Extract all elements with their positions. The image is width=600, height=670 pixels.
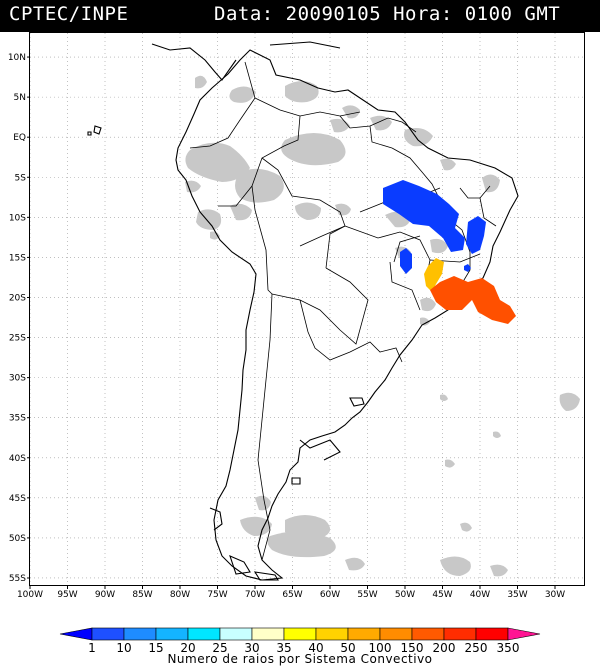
colorbar-left-arrow xyxy=(59,627,93,641)
header-bar: CPTEC/INPE Data: 20090105 Hora: 0100 GMT xyxy=(0,0,600,32)
country-borders xyxy=(189,61,497,561)
south-america-coast xyxy=(175,49,519,581)
colorbar-cell xyxy=(251,627,285,641)
colorbar-tick-label: 100 xyxy=(369,641,392,652)
lat-tick-label: 30S xyxy=(9,374,26,384)
lat-tick-label: 5S xyxy=(15,173,27,183)
colorbar-cell xyxy=(155,627,189,641)
lat-tick-label: 50S xyxy=(9,534,26,544)
lat-tick-label: 5N xyxy=(14,93,26,103)
colorbar-tick-label: 40 xyxy=(308,641,323,652)
cluster-blue-east xyxy=(466,216,486,254)
colorbar-right-arrow xyxy=(507,627,541,641)
lon-tick-label: 100W xyxy=(17,590,43,600)
colorbar-tick-label: 200 xyxy=(433,641,456,652)
cluster-yellow xyxy=(424,258,444,292)
latitude-labels: 10N 5N EQ 5S 10S 15S 20S 25S 30S 35S 40S 45S 50S 55S xyxy=(8,53,30,584)
cluster-orange xyxy=(430,276,516,324)
lat-tick-label: 40S xyxy=(9,454,26,464)
lightning-clusters xyxy=(383,180,516,324)
colorbar-tick-label: 350 xyxy=(497,641,520,652)
lat-tick-label: EQ xyxy=(13,133,26,143)
map-canvas: 10N5NEQ5S10S15S20S25S30S35S40S45S50S55S … xyxy=(0,32,600,600)
lat-tick-label: 10N xyxy=(8,53,26,63)
lat-tick-label: 55S xyxy=(9,574,26,584)
cluster-blue-west xyxy=(400,248,412,274)
coastlines xyxy=(87,41,519,581)
colorbar-cell xyxy=(411,627,445,641)
colorbar-tick-label: 15 xyxy=(148,641,163,652)
cloud-field xyxy=(185,75,580,577)
lon-tick-label: 30W xyxy=(545,590,565,600)
colorbar-cell xyxy=(123,627,157,641)
lon-tick-label: 85W xyxy=(132,590,152,600)
lon-tick-label: 95W xyxy=(57,590,77,600)
lon-tick-label: 50W xyxy=(395,590,415,600)
lon-tick-label: 60W xyxy=(320,590,340,600)
lon-tick-label: 75W xyxy=(207,590,227,600)
lat-tick-label: 10S xyxy=(9,213,26,223)
lon-tick-label: 65W xyxy=(282,590,302,600)
map-panel: 10N 5N EQ 5S 10S 15S 20S 25S 30S 35S 40S 45S 50S 55S … xyxy=(0,32,600,600)
colorbar-cell xyxy=(475,627,509,641)
longitude-labels: 100W 95W 90W 85W 80W 75W 70W 65W 60W 55W 50W 45W 40W… xyxy=(17,586,565,600)
lon-tick-label: 80W xyxy=(170,590,190,600)
colorbar-cell xyxy=(347,627,381,641)
colorbar-tick-label: 10 xyxy=(116,641,131,652)
lon-tick-label: 70W xyxy=(245,590,265,600)
lon-tick-label: 35W xyxy=(507,590,527,600)
cluster-blue-north xyxy=(383,180,465,252)
colorbar-tick-label: 250 xyxy=(465,641,488,652)
colorbar-tick-label: 50 xyxy=(340,641,355,652)
colorbar-cell xyxy=(283,627,317,641)
lat-lon-grid xyxy=(29,33,585,586)
colorbar-tick-label: 1 xyxy=(88,641,96,652)
colorbar-tick-label: 25 xyxy=(212,641,227,652)
lat-tick-label: 45S xyxy=(9,494,26,504)
colorbar-cell xyxy=(379,627,413,641)
colorbar-tick-label: 20 xyxy=(180,641,195,652)
colorbar: 1 10 15 20 25 30 35 40 50 100 150 200 250 350 xyxy=(0,622,600,670)
lat-tick-label: 35S xyxy=(9,414,26,424)
cluster-blue-small xyxy=(464,264,471,272)
lon-tick-label: 90W xyxy=(95,590,115,600)
colorbar-svg: 1 10 15 20 25 30 35 40 50 100 150 200 250 350 xyxy=(59,627,541,655)
colorbar-cell xyxy=(187,627,221,641)
lat-tick-label: 25S xyxy=(9,334,26,344)
datetime-label: Data: 20090105 Hora: 0100 GMT xyxy=(214,3,561,25)
colorbar-tick-label: 30 xyxy=(244,641,259,652)
colorbar-tick-label: 35 xyxy=(276,641,291,652)
colorbar-cell xyxy=(315,627,349,641)
lon-tick-label: 45W xyxy=(432,590,452,600)
lat-tick-label: 20S xyxy=(9,293,26,303)
source-label: CPTEC/INPE xyxy=(9,3,129,25)
colorbar-cell xyxy=(91,627,125,641)
colorbar-cell xyxy=(443,627,477,641)
lon-tick-label: 55W xyxy=(357,590,377,600)
lon-tick-label: 40W xyxy=(470,590,490,600)
colorbar-caption: Numero de raios por Sistema Convectivo xyxy=(167,652,433,666)
colorbar-tick-label: 150 xyxy=(401,641,424,652)
colorbar-cell xyxy=(219,627,253,641)
lat-tick-label: 15S xyxy=(9,253,26,263)
